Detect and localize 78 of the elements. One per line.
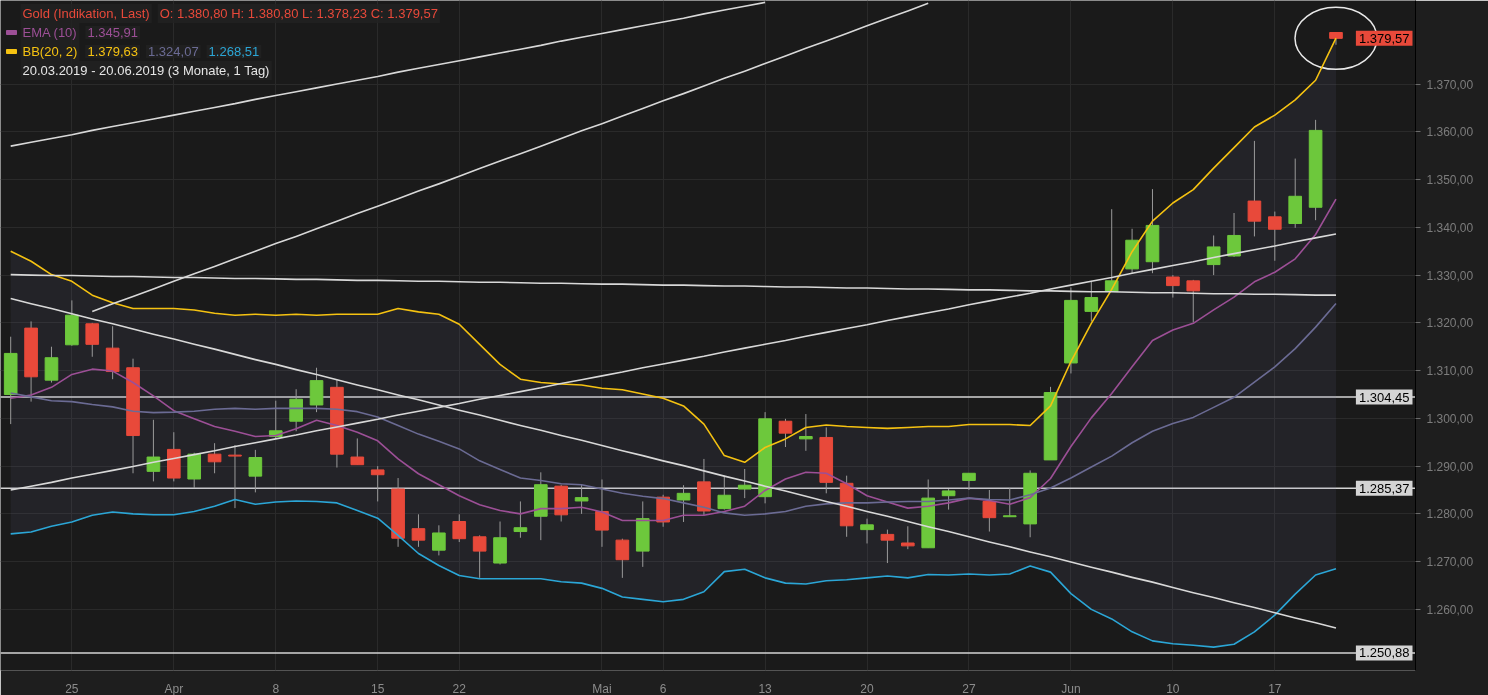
ref-line-label: 1.250,88 — [1358, 645, 1410, 661]
y-tick-label: 1.260,00 — [1426, 602, 1474, 617]
candlestick — [778, 418, 793, 448]
candlestick — [982, 489, 997, 533]
candlestick — [1267, 211, 1282, 262]
y-tick-label: 1.280,00 — [1426, 507, 1474, 522]
x-tick-label: 6 — [659, 681, 667, 695]
text: 1.379,57 — [1358, 30, 1410, 46]
x-tick-label: 20 — [860, 681, 875, 695]
candlestick — [289, 388, 303, 432]
candlestick — [432, 524, 446, 556]
x-tick-label: 8 — [272, 681, 280, 695]
candlestick — [85, 322, 100, 358]
line-series — [9, 1, 766, 147]
candlestick — [676, 484, 691, 523]
candlestick — [207, 442, 222, 474]
annotation: 1.268,51 — [208, 44, 260, 59]
y-tick-label: 1.290,00 — [1426, 459, 1474, 474]
y-tick-label: 1.370,00 — [1426, 77, 1474, 92]
y-tick-label: 1.350,00 — [1426, 173, 1474, 188]
x-tick-label: 27 — [962, 681, 976, 695]
candlestick — [1002, 487, 1017, 518]
candlestick — [105, 325, 120, 380]
x-tick-label: Apr — [164, 681, 184, 695]
line-series — [9, 498, 1337, 648]
candlestick — [370, 465, 385, 502]
x-tick-label: 22 — [452, 681, 467, 695]
candlestick — [350, 437, 365, 466]
candlestick — [1227, 212, 1241, 258]
line-series — [9, 302, 1337, 517]
ref-line-label: 1.285,37 — [1358, 480, 1410, 496]
candlestick — [1166, 274, 1180, 299]
annotation: 1.379,63 — [87, 44, 139, 59]
candlestick — [411, 513, 426, 548]
ref-line-label: 1.304,45 — [1358, 389, 1410, 405]
x-tick-label: 25 — [65, 681, 79, 695]
annotation: 1.345,91 — [87, 25, 139, 40]
chart-title: Gold (Indikation, Last) — [22, 6, 150, 21]
candlestick — [941, 488, 956, 511]
x-tick-label: 15 — [371, 681, 385, 695]
legend-label: EMA (10) — [22, 25, 77, 40]
candlestick — [574, 484, 589, 515]
annotation: 1.324,07 — [148, 44, 199, 59]
candlestick — [44, 346, 59, 384]
candlestick — [717, 475, 732, 511]
y-tick-label: 1.330,00 — [1426, 268, 1474, 283]
x-tick-label: 10 — [1166, 681, 1180, 695]
y-tick-label: 1.270,00 — [1426, 555, 1474, 570]
candlestick — [860, 518, 874, 544]
annotation: O: 1.380,80 H: 1.380,80 L: 1.378,23 C: 1.379,57 — [159, 6, 438, 21]
candlestick — [1084, 280, 1099, 322]
candlestick — [513, 500, 528, 539]
candlestick — [452, 513, 467, 543]
candlestick — [900, 525, 915, 550]
candlestick — [248, 449, 263, 493]
y-tick-label: 1.310,00 — [1426, 364, 1474, 379]
candlestick — [1247, 140, 1262, 237]
x-tick-label: Jun — [1061, 681, 1081, 695]
y-tick-label: 1.340,00 — [1426, 220, 1474, 235]
candlestick — [799, 413, 813, 452]
candlestick — [595, 478, 609, 548]
y-tick-label: 1.320,00 — [1426, 316, 1474, 331]
x-tick-label: 13 — [758, 681, 773, 695]
y-tick-label: 1.360,00 — [1426, 125, 1474, 140]
candlestick — [472, 534, 487, 579]
candlestick — [146, 419, 161, 482]
y-tick-label: 1.300,00 — [1426, 411, 1474, 426]
legend-label: BB(20, 2) — [22, 44, 78, 59]
candlestick — [1186, 279, 1201, 323]
x-tick-label: Mai — [592, 681, 612, 695]
candlestick — [962, 472, 976, 491]
candlestick — [1206, 234, 1221, 276]
candlestick — [228, 444, 242, 509]
text: 20.03.2019 - 20.06.2019 (3 Monate, 1 Tag) — [22, 63, 270, 78]
candlestick — [737, 468, 752, 499]
candlestick — [880, 529, 895, 564]
x-tick-label: 17 — [1268, 681, 1282, 695]
candlestick — [615, 538, 630, 579]
